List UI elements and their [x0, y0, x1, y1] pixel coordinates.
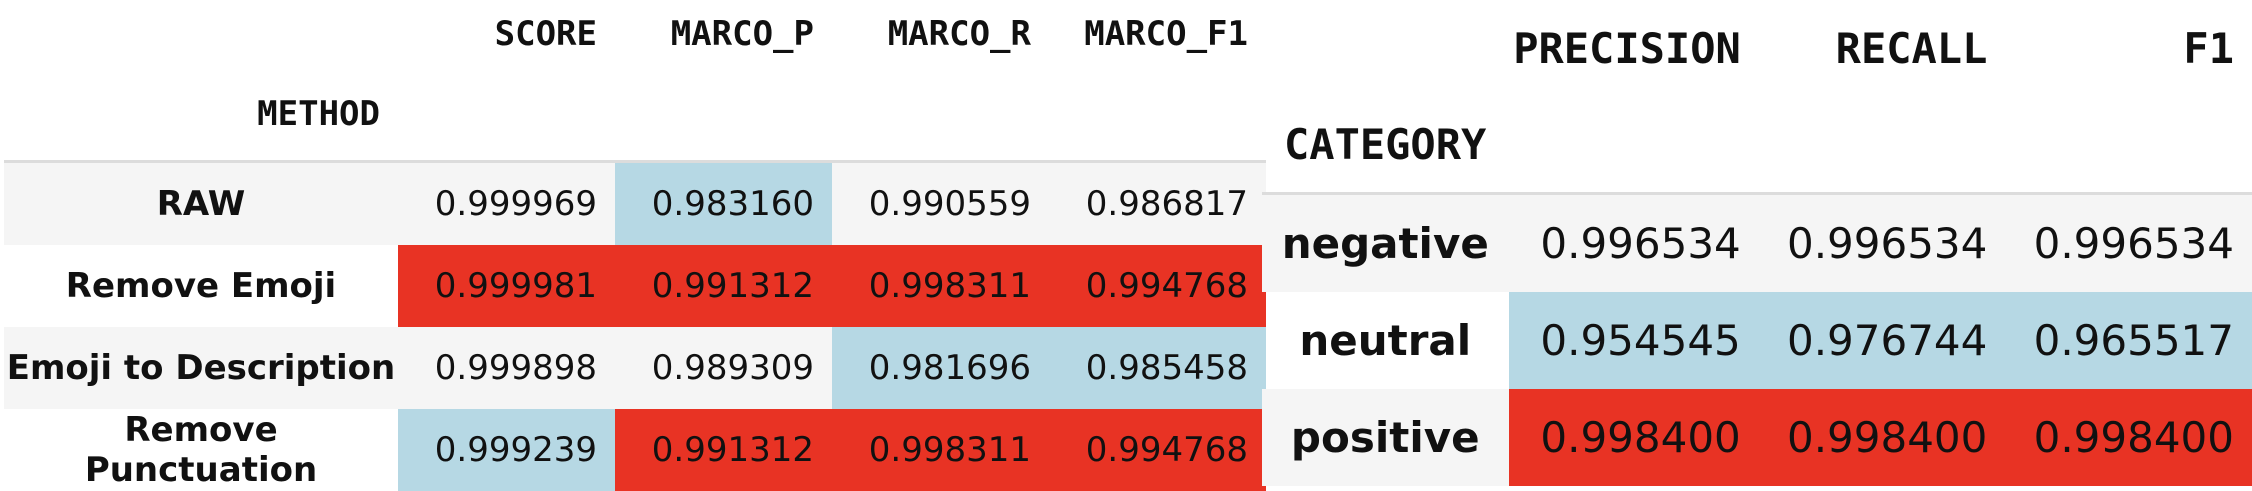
header-corner: [1262, 0, 1509, 96]
data-cell: 0.999969: [434, 184, 597, 224]
data-cell: 0.996534: [1540, 219, 1741, 268]
table-row: Remove Punctuation 0.999239 0.991312 0.9…: [4, 409, 1266, 491]
table-row: positive 0.998400 0.998400 0.998400: [1262, 389, 2252, 486]
table-row: negative 0.996534 0.996534 0.996534: [1262, 193, 2252, 292]
table-header-row: PRECISION RECALL F1: [1262, 0, 2252, 96]
row-label: Remove Emoji: [65, 266, 337, 306]
column-header: F1: [2183, 23, 2234, 73]
data-cell: 0.986817: [1085, 184, 1248, 224]
data-cell: 0.985458: [1049, 327, 1266, 409]
category-metrics-table: PRECISION RECALL F1 CATEGORY negative 0.…: [1262, 0, 2252, 486]
index-name-row: METHOD: [4, 68, 1266, 163]
index-name: METHOD: [4, 68, 398, 163]
data-cell: 0.998400: [1508, 389, 1759, 486]
column-header: RECALL: [1835, 23, 1988, 73]
data-cell: 0.990559: [868, 184, 1031, 224]
column-header: PRECISION: [1513, 23, 1741, 73]
data-cell: 0.965517: [2005, 292, 2252, 389]
row-label: neutral: [1299, 316, 1472, 365]
data-cell: 0.996534: [1786, 219, 1988, 268]
data-cell: 0.994768: [1049, 409, 1266, 491]
table-header-row: SCORE MARCO_P MARCO_R MARCO_F1: [4, 0, 1266, 68]
row-label: Emoji to Description: [6, 348, 396, 388]
row-label: Remove Punctuation: [84, 410, 318, 490]
row-label: positive: [1290, 413, 1480, 462]
data-cell: 0.998311: [832, 409, 1049, 491]
data-cell: 0.991312: [615, 409, 832, 491]
data-cell: 0.989309: [651, 348, 814, 388]
column-header: SCORE: [494, 14, 597, 54]
index-name: CATEGORY: [1262, 96, 1509, 195]
data-cell: 0.998400: [1758, 389, 2006, 486]
data-cell: 0.999239: [398, 409, 615, 491]
data-cell: 0.954545: [1508, 292, 1759, 389]
column-header: MARCO_F1: [1084, 14, 1248, 54]
data-cell: 0.998400: [2005, 389, 2252, 486]
data-cell: 0.996534: [2033, 219, 2234, 268]
data-cell: 0.999898: [434, 348, 597, 388]
index-name-row: CATEGORY: [1262, 96, 2252, 195]
row-label: RAW: [156, 184, 246, 224]
data-cell: 0.994768: [1049, 245, 1266, 327]
table-row: Remove Emoji 0.999981 0.991312 0.998311 …: [4, 245, 1266, 327]
data-cell: 0.983160: [615, 161, 832, 245]
data-cell: 0.976744: [1758, 292, 2006, 389]
row-label: negative: [1281, 219, 1489, 268]
column-header: MARCO_P: [670, 14, 814, 54]
data-cell: 0.999981: [398, 245, 615, 327]
table-row: RAW 0.999969 0.983160 0.990559 0.986817: [4, 161, 1266, 245]
method-metrics-table: SCORE MARCO_P MARCO_R MARCO_F1 METHOD RA…: [4, 0, 1266, 491]
table-row: neutral 0.954545 0.976744 0.965517: [1262, 292, 2252, 389]
table-row: Emoji to Description 0.999898 0.989309 0…: [4, 327, 1266, 409]
data-cell: 0.981696: [832, 327, 1049, 409]
data-cell: 0.991312: [615, 245, 832, 327]
column-header: MARCO_R: [887, 14, 1031, 54]
header-corner: [4, 0, 398, 68]
data-cell: 0.998311: [832, 245, 1049, 327]
